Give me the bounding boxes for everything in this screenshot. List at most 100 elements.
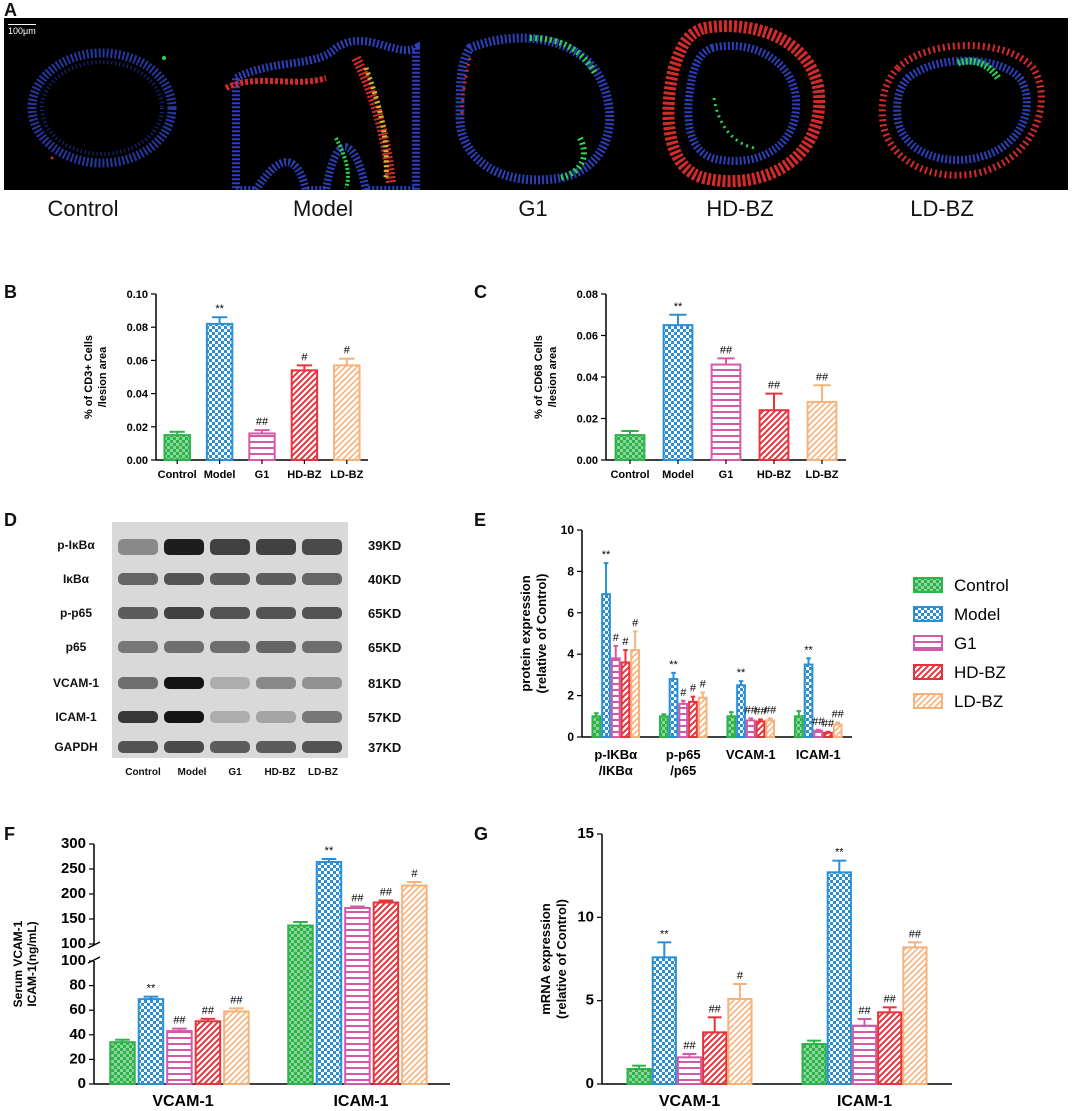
blot-band xyxy=(302,711,342,723)
panel-b-letter: B xyxy=(4,282,17,302)
chart-f-lower-y-tick-label: 20 xyxy=(69,1050,86,1067)
blot-protein-label: p-p65 xyxy=(59,606,92,620)
chart-c-x-tick-label: Control xyxy=(610,469,649,481)
chart-g-mrna: mRNA expression (relative of Control) 0 5 10… xyxy=(538,826,952,1110)
blot-band xyxy=(210,677,250,689)
chart-b-ylabel-line2: /lesion area xyxy=(97,346,109,407)
chart-f-g1-significance: ## xyxy=(351,893,364,905)
chart-e-x-tick-label: p-IKBα xyxy=(594,747,637,762)
chart-c-g1-bar xyxy=(710,363,742,461)
chart-b-cd3: % of CD3+ Cells/lesion area 0.00 0.02 0.04 0… xyxy=(83,289,368,481)
micrograph-g1-image xyxy=(455,33,615,185)
micrograph-ld-bz-image xyxy=(878,42,1045,179)
chart-e-model-bar xyxy=(601,593,611,738)
chart-c-cd68: % of CD68 Cells/lesion area 0.00 0.02 0.04 0… xyxy=(533,289,846,481)
chart-e-y-tick-label: 6 xyxy=(567,606,574,620)
blot-protein-label: VCAM-1 xyxy=(52,676,99,690)
group-label-model: Model xyxy=(293,196,353,221)
chart-e-model-bar xyxy=(668,678,679,738)
legend-swatches: Control Model G1 HD-BZ LD-BZ xyxy=(913,576,1009,711)
chart-g-ld-bz-significance: ## xyxy=(909,928,922,940)
group-label-ld-bz: LD-BZ xyxy=(910,196,974,221)
chart-b-hd-bz-bar xyxy=(290,369,319,461)
chart-e-y-tick-label: 10 xyxy=(561,523,575,537)
chart-f-g1-significance: ## xyxy=(173,1015,186,1027)
chart-e-ld-bz-significance: ## xyxy=(832,709,845,721)
chart-c-y-tick-label: 0.04 xyxy=(577,372,599,384)
chart-e-protein: protein expression (relative of Control) 0… xyxy=(518,523,852,778)
blot-lane-control: Control xyxy=(125,767,161,778)
chart-f-upper-y-tick-label: 150 xyxy=(61,910,86,927)
chart-f-lower-y-tick-label: 80 xyxy=(69,977,86,994)
chart-e-x-tick-label: /p65 xyxy=(670,763,696,778)
chart-f-lower-y-tick-label: 60 xyxy=(69,1001,86,1018)
chart-e-control-bar xyxy=(793,715,804,739)
chart-b-ylabel-line1: % of CD3+ Cells xyxy=(83,335,95,419)
chart-e-g1-bar xyxy=(745,719,756,739)
blot-band xyxy=(118,573,158,585)
chart-b-x-tick-label: Control xyxy=(158,469,197,481)
blot-band xyxy=(118,539,158,555)
chart-c-x-tick-label: G1 xyxy=(719,469,734,481)
micrograph-model-image xyxy=(224,36,420,190)
chart-f-hd-bz-significance: ## xyxy=(202,1005,215,1017)
chart-e-ld-bz-bar xyxy=(630,649,641,738)
chart-c-ylabel-line1: % of CD68 Cells xyxy=(533,335,545,419)
legend-label-model: Model xyxy=(954,605,1000,624)
chart-f-upper-y-tick-label: 200 xyxy=(61,885,86,902)
chart-b-ld-bz-significance: # xyxy=(344,345,351,357)
blot-band xyxy=(256,711,296,723)
micrograph-control xyxy=(4,18,216,190)
blot-band xyxy=(302,741,342,753)
chart-g-control-bar xyxy=(801,1043,827,1085)
chart-b-y-tick-label: 0.08 xyxy=(127,322,148,334)
blot-band xyxy=(118,677,158,689)
chart-g-model-bar xyxy=(651,956,677,1085)
chart-e-model-significance: ** xyxy=(804,644,813,656)
blot-band xyxy=(210,539,250,555)
blot-band xyxy=(210,607,250,619)
micrograph-g1 xyxy=(430,18,644,190)
chart-f-lower-y-tick-label: 100 xyxy=(61,952,86,969)
chart-f-control-bar xyxy=(287,924,314,1085)
chart-g-g1-significance: ## xyxy=(858,1005,871,1017)
micrograph-hd-bz-image xyxy=(662,20,826,188)
chart-g-ld-bz-bar xyxy=(902,946,928,1086)
blot-band xyxy=(164,573,204,585)
blot-band xyxy=(302,677,342,689)
chart-c-g1-significance: ## xyxy=(720,344,733,356)
micrograph-control-image xyxy=(27,48,177,168)
chart-e-g1-significance: ## xyxy=(745,704,758,716)
blot-size-label: 81KD xyxy=(368,676,402,691)
legend-swatch-model xyxy=(913,606,943,622)
blot-size-label: 65KD xyxy=(368,640,402,655)
scale-bar-label: 100μm xyxy=(8,26,36,36)
blot-lane-hd-bz: HD-BZ xyxy=(264,767,296,778)
chart-e-x-tick-label: p-p65 xyxy=(666,747,701,762)
blot-band xyxy=(302,641,342,653)
chart-b-model-significance: ** xyxy=(215,303,224,315)
chart-e-g1-significance: ## xyxy=(812,716,825,728)
chart-f-x-tick-label: VCAM-1 xyxy=(152,1093,213,1110)
chart-f-hd-bz-significance: ## xyxy=(380,887,393,899)
blot-band xyxy=(302,539,342,555)
legend-swatch-g1 xyxy=(913,635,943,651)
chart-f-hd-bz-bar xyxy=(194,1020,222,1086)
chart-e-y-tick-label: 4 xyxy=(567,647,574,661)
chart-e-ld-bz-significance: # xyxy=(632,617,639,629)
chart-b-g1-bar xyxy=(248,432,276,462)
panel-c-letter: C xyxy=(474,282,487,302)
chart-e-ylabel-line2: (relative of Control) xyxy=(534,574,549,694)
chart-e-hd-bz-significance: ## xyxy=(754,705,767,717)
blot-band xyxy=(118,711,158,723)
blot-size-label: 40KD xyxy=(368,572,402,587)
blot-band xyxy=(164,711,204,723)
blot-band xyxy=(256,741,296,753)
chart-e-g1-bar xyxy=(813,729,824,738)
chart-g-hd-bz-bar xyxy=(702,1031,728,1085)
chart-f-ylabel-line1: Serum VCAM-1 xyxy=(11,920,25,1007)
chart-e-model-significance: ** xyxy=(602,549,611,561)
chart-c-x-tick-label: Model xyxy=(662,469,694,481)
micrograph-ld-bz xyxy=(858,18,1068,190)
chart-c-y-tick-label: 0.06 xyxy=(577,331,598,343)
